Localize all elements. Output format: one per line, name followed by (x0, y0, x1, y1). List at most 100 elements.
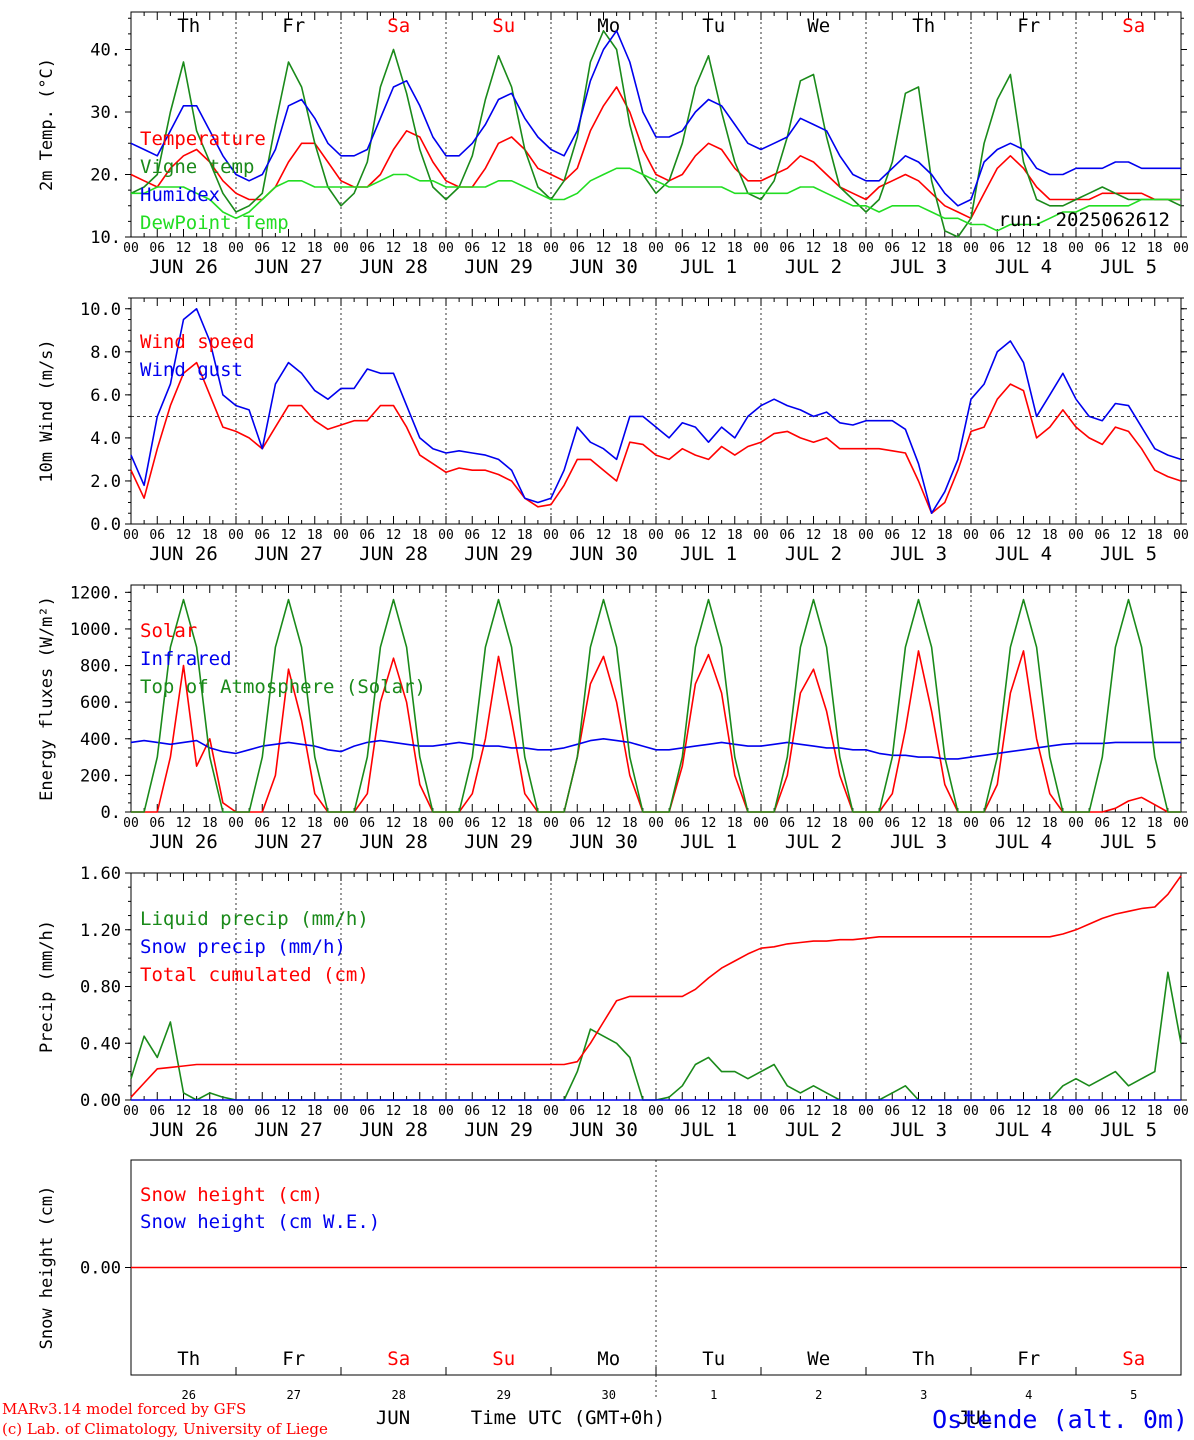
hour-tick-label: 12 (701, 528, 717, 543)
hour-tick-label: 00 (438, 816, 454, 831)
weekday-label: Fr (282, 1348, 305, 1370)
hour-tick-label: 06 (569, 816, 585, 831)
hour-tick-label: 00 (1173, 241, 1189, 256)
hour-tick-label: 18 (202, 528, 218, 543)
hour-tick-label: 06 (464, 816, 480, 831)
legend-entry: Humidex (140, 184, 220, 206)
weekday-label: Sa (1122, 15, 1145, 37)
hour-tick-label: 12 (491, 816, 507, 831)
hour-tick-label: 00 (543, 816, 559, 831)
hour-tick-label: 06 (779, 816, 795, 831)
hour-tick-label: 00 (963, 816, 979, 831)
hour-tick-label: 18 (517, 816, 533, 831)
hour-tick-label: 12 (1016, 528, 1032, 543)
hour-tick-label: 06 (149, 816, 165, 831)
day-number-label: 26 (182, 1388, 196, 1402)
hour-tick-label: 00 (228, 528, 244, 543)
hour-tick-label: 00 (1068, 241, 1084, 256)
y-axis-label: 10m Wind (m/s) (37, 339, 57, 482)
date-label: JUL 5 (1100, 543, 1157, 565)
hour-tick-label: 06 (254, 241, 270, 256)
day-number-label: 30 (602, 1388, 616, 1402)
hour-tick-label: 18 (727, 816, 743, 831)
date-label: JUL 4 (995, 1119, 1052, 1141)
date-label: JUL 5 (1100, 256, 1157, 278)
hour-tick-label: 18 (412, 241, 428, 256)
y-tick-label: 1000. (70, 620, 121, 640)
date-label: JUL 1 (680, 831, 737, 853)
day-number-label: 29 (497, 1388, 511, 1402)
hour-tick-label: 00 (753, 816, 769, 831)
hour-tick-label: 18 (1147, 528, 1163, 543)
hour-tick-label: 18 (1042, 528, 1058, 543)
series-line (131, 167, 1181, 232)
date-label: JUL 3 (890, 831, 947, 853)
hour-tick-label: 00 (648, 241, 664, 256)
hour-tick-label: 00 (543, 528, 559, 543)
y-tick-label: 4.0 (90, 429, 121, 449)
hour-tick-label: 12 (596, 241, 612, 256)
weekday-label: Fr (282, 15, 305, 37)
day-number-label: 1 (710, 1388, 717, 1402)
hour-tick-label: 12 (1016, 816, 1032, 831)
hour-tick-label: 12 (491, 241, 507, 256)
weekday-label: Mo (597, 15, 620, 37)
hour-tick-label: 12 (701, 816, 717, 831)
hour-tick-label: 12 (491, 1104, 507, 1119)
legend-entry: Vigne temp (140, 156, 254, 178)
hour-tick-label: 18 (937, 241, 953, 256)
series-line (130, 361, 1182, 515)
hour-tick-label: 00 (753, 528, 769, 543)
y-tick-label: 6.0 (90, 386, 121, 406)
legend-entry: Snow height (cm W.E.) (140, 1211, 380, 1233)
hour-tick-label: 06 (989, 1104, 1005, 1119)
y-tick-label: 1.60 (80, 864, 121, 884)
weekday-label: Fr (1017, 15, 1040, 37)
hour-tick-label: 00 (438, 241, 454, 256)
hour-tick-label: 12 (1016, 241, 1032, 256)
footer-model: MARv3.14 model forced by GFS (2, 1400, 246, 1418)
hour-tick-label: 18 (1147, 241, 1163, 256)
date-label: JUL 2 (785, 543, 842, 565)
hour-tick-label: 00 (1068, 816, 1084, 831)
hour-tick-label: 06 (884, 528, 900, 543)
weekday-label: Mo (597, 1348, 620, 1370)
y-tick-label: 0.40 (80, 1034, 121, 1054)
hour-tick-label: 00 (1068, 1104, 1084, 1119)
hour-tick-label: 18 (622, 528, 638, 543)
hour-tick-label: 12 (491, 528, 507, 543)
weekday-label: Tu (702, 1348, 725, 1370)
hour-tick-label: 12 (386, 241, 402, 256)
hour-tick-label: 18 (517, 1104, 533, 1119)
hour-tick-label: 12 (1121, 816, 1137, 831)
hour-tick-label: 12 (806, 816, 822, 831)
weekday-label: Tu (702, 15, 725, 37)
hour-tick-label: 18 (1042, 241, 1058, 256)
hour-tick-label: 00 (963, 1104, 979, 1119)
day-number-label: 2 (815, 1388, 822, 1402)
date-label: JUL 5 (1100, 1119, 1157, 1141)
legend-entry: Infrared (140, 648, 232, 670)
x-axis-title: Time UTC (GMT+0h) (471, 1407, 665, 1429)
hour-tick-label: 12 (386, 1104, 402, 1119)
hour-tick-label: 00 (333, 1104, 349, 1119)
hour-tick-label: 00 (543, 1104, 559, 1119)
y-tick-label: 30. (90, 103, 121, 123)
hour-tick-label: 06 (359, 816, 375, 831)
hour-tick-label: 12 (1016, 1104, 1032, 1119)
date-label: JUN 30 (569, 543, 638, 565)
hour-tick-label: 18 (202, 241, 218, 256)
y-tick-label: 0.0 (90, 515, 121, 535)
date-label: JUN 29 (464, 543, 533, 565)
series-line (130, 29, 1181, 207)
hour-tick-label: 06 (359, 1104, 375, 1119)
y-tick-label: 10. (90, 228, 121, 248)
hour-tick-label: 00 (963, 528, 979, 543)
series-line (130, 737, 1181, 760)
hour-tick-label: 12 (1121, 1104, 1137, 1119)
y-tick-label: 2.0 (90, 472, 121, 492)
hour-tick-label: 06 (1094, 816, 1110, 831)
hour-tick-label: 06 (674, 528, 690, 543)
hour-tick-label: 06 (779, 241, 795, 256)
y-tick-label: 8.0 (90, 343, 121, 363)
